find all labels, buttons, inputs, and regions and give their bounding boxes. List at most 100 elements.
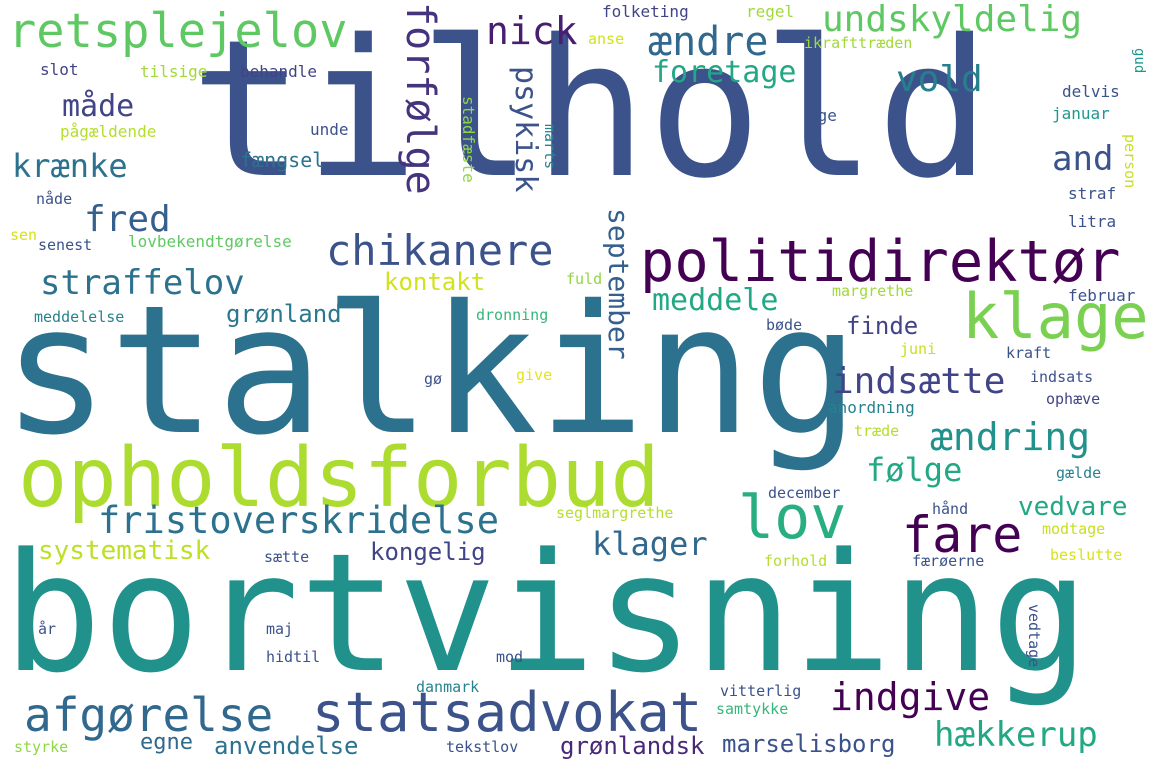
word-seglmargrethe: seglmargrethe [556, 504, 674, 522]
word-gronland: grønland [226, 300, 342, 328]
word-finde: finde [846, 312, 919, 340]
word-februar: februar [1068, 286, 1136, 305]
word-vold: vold [896, 59, 983, 100]
word-ar: år [38, 620, 57, 638]
word-ikrafttraeden: ikrafttræden [804, 34, 913, 52]
word-bode: bøde [766, 316, 803, 334]
word-september: september [602, 208, 635, 360]
word-nade: nåde [36, 190, 73, 208]
word-meddelelse: meddelelse [34, 308, 125, 326]
word-haekkerup: hækkerup [934, 715, 1098, 755]
word-psykisk: psykisk [508, 66, 543, 193]
word-hand: hånd [932, 500, 969, 518]
word-straffelov: straffelov [40, 263, 245, 303]
word-modtage: modtage [1042, 520, 1106, 538]
word-gud: gud [1131, 48, 1147, 74]
word-danmark: danmark [416, 678, 480, 696]
word-go: gø [424, 370, 443, 388]
word-marselisborg: marselisborg [722, 730, 896, 758]
word-december: december [768, 484, 841, 502]
word-chikanere: chikanere [326, 226, 554, 275]
word-gaelde: gælde [1056, 464, 1102, 482]
word-undskyldelig: undskyldelig [822, 0, 1083, 40]
word-indgive: indgive [830, 675, 991, 719]
word-person: person [1121, 134, 1139, 189]
word-politidirektor: politidirektør [640, 229, 1121, 295]
word-afgorelse: afgørelse [24, 688, 274, 742]
word-litra: litra [1068, 212, 1117, 231]
word-saette: sætte [264, 548, 310, 566]
word-senest: senest [38, 236, 93, 254]
word-beslutte: beslutte [1050, 546, 1123, 564]
word-regel: regel [746, 2, 795, 21]
word-margrethe: margrethe [832, 282, 914, 300]
word-klager: klager [592, 525, 708, 563]
word-meddele: meddele [652, 283, 779, 318]
word-klage: klage [962, 280, 1149, 353]
word-maj: maj [266, 620, 294, 638]
word-and: and [1052, 139, 1114, 179]
word-foretage: foretage [652, 55, 797, 90]
word-samtykke: samtykke [716, 700, 789, 718]
word-vitterlig: vitterlig [720, 682, 802, 700]
word-slot: slot [40, 60, 79, 79]
word-traede: træde [854, 422, 900, 440]
word-indsats: indsats [1030, 368, 1094, 386]
word-kontakt: kontakt [384, 268, 486, 296]
word-januar: januar [1052, 104, 1110, 123]
word-give: give [516, 366, 553, 384]
word-tilhold: tilhold [190, 0, 991, 220]
word-gronlandsk: grønlandsk [560, 732, 705, 760]
word-stadfaeste: stadfæste [459, 96, 478, 183]
word-tilsige: tilsige [140, 62, 208, 81]
word-lov: lov [738, 483, 847, 553]
word-anse: anse [588, 30, 625, 48]
word-juni: juni [900, 340, 937, 358]
word-delvis: delvis [1062, 82, 1120, 101]
word-kraft: kraft [1006, 344, 1052, 362]
word-dronning: dronning [476, 306, 549, 324]
word-stalking: stalking [2, 267, 860, 474]
word-forhold: forhold [764, 552, 828, 570]
word-statsadvokat: statsadvokat [312, 681, 703, 744]
word-indsaette: indsætte [832, 361, 1006, 402]
word-pagaeldende: pågældende [60, 122, 157, 141]
word-sen: sen [10, 226, 38, 244]
word-aendre: ændre [648, 19, 769, 65]
word-lovbekendtgorelse: lovbekendtgørelse [128, 232, 292, 251]
word-uge: uge [808, 106, 837, 125]
word-ophaeve: ophæve [1046, 390, 1101, 408]
word-fristoverskridelse: fristoverskridelse [98, 499, 499, 542]
word-systematisk: systematisk [38, 536, 211, 566]
word-styrke: styrke [14, 738, 69, 756]
word-anordning: anordning [828, 398, 915, 417]
word-folge: følge [866, 451, 963, 489]
word-folketing: folketing [602, 2, 689, 21]
word-kongelig: kongelig [370, 538, 486, 566]
word-egne: egne [140, 730, 193, 755]
word-retsplejelov: retsplejelov [8, 4, 348, 59]
word-faeroerne: færøerne [912, 552, 985, 570]
word-bortvisning: bortvisning [3, 518, 1090, 709]
word-anvendelse: anvendelse [214, 732, 359, 760]
word-fred: fred [84, 199, 171, 240]
word-behandle: behandle [240, 62, 318, 81]
word-vedvare: vedvare [1018, 492, 1128, 522]
word-kraenke: krænke [12, 147, 128, 185]
word-made: måde [62, 89, 135, 124]
word-fuld: fuld [566, 270, 603, 288]
word-mod: mod [496, 648, 524, 666]
word-hidtil: hidtil [266, 648, 321, 666]
word-faengsel: fængsel [240, 148, 325, 172]
word-tekstlov: tekstlov [446, 738, 519, 756]
word-aendring: ændring [930, 415, 1091, 459]
word-unde: unde [310, 120, 349, 139]
word-nick: nick [486, 9, 578, 53]
word-straf: straf [1068, 184, 1117, 203]
word-forfolge: forfølge [397, 2, 443, 195]
word-marts: marts [541, 124, 559, 170]
word-fare: fare [902, 506, 1023, 564]
word-vedtage: vedtage [1025, 604, 1043, 668]
word-opholdsforbud: opholdsforbud [18, 431, 660, 526]
